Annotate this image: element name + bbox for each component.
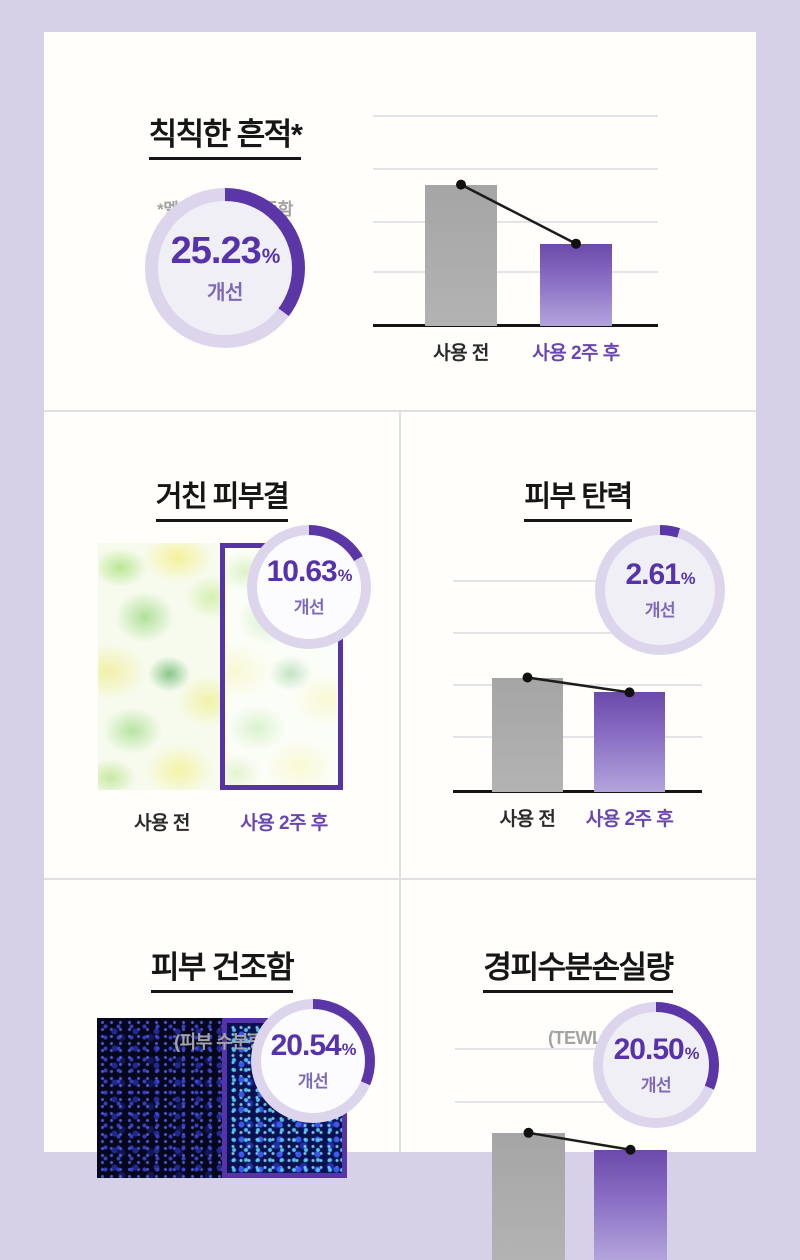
chart-baseline [453,790,702,793]
improvement-value: 2.61% [625,557,695,591]
x-label-after: 사용 2주 후 [532,343,620,364]
donut-inner: 20.50% 개선 [603,1012,709,1118]
improvement-label: 개선 [640,1075,672,1095]
section-title-elasticity: 피부 탄력 [524,481,633,522]
x-label-before: 사용 전 [433,343,489,364]
section-title-tewl: 경피수분손실량 [483,950,674,993]
improvement-value: 10.63% [266,554,353,588]
improvement-value: 20.54% [270,1028,357,1062]
column-divider [399,878,401,1152]
donut-inner: 20.54% 개선 [261,1009,365,1113]
donut-inner: 2.61% 개선 [605,535,715,645]
improvement-donut-rough-texture: 10.63% 개선 [247,525,371,649]
bar-chart-melanin: 사용 전 사용 2주 후 [373,115,658,364]
section-subtitle-tewl: (TEWL) [548,1027,608,1048]
bar-before [492,1132,565,1260]
bar-before [492,677,563,792]
chart-gridline [455,1048,700,1050]
improvement-label: 개선 [207,281,243,304]
bar-after [594,692,665,792]
section-rough-texture-header: 거친 피부결 [102,458,342,546]
donut-inner: 25.23% 개선 [158,201,292,335]
column-divider [399,410,401,878]
chart-gridline [373,115,658,117]
improvement-donut-dryness: 20.54% 개선 [251,999,375,1123]
donut-inner: 10.63% 개선 [257,535,361,639]
chart-gridline [453,631,702,634]
improvement-donut-tewl: 20.50% 개선 [593,1002,719,1128]
improvement-value: 20.50% [613,1032,700,1066]
x-label-before: 사용 전 [499,809,556,830]
bar-after [594,1149,667,1260]
improvement-label: 개선 [297,1071,329,1091]
section-dryness-header: 피부 건조함 (피부 수분량) [82,925,362,1054]
section-title-dull-marks: 칙칙한 흔적* [148,117,303,160]
results-card: 칙칙한 흔적* *멜라닌 지수를 뜻함 25.23% 개선 사용 전사용 2주 … [44,32,756,1260]
chart-gridline [453,683,702,686]
chart-gridline [455,1101,700,1103]
improvement-donut-dull-marks: 25.23% 개선 [145,188,305,348]
bar-chart-elasticity: 사용 전 사용 2주 후 [453,580,702,830]
chart-gridline [453,736,702,739]
improvement-value: 25.23% [170,229,281,272]
chart-gridline [373,167,658,170]
before-label: 사용 전 [134,813,190,834]
section-subtitle-dryness: (피부 수분량) [174,1031,270,1052]
improvement-label: 개선 [644,600,676,620]
section-title-rough-texture: 거친 피부결 [155,481,290,522]
x-label-after: 사용 2주 후 [585,809,674,830]
chart-baseline [373,324,658,327]
chart-gridline [373,220,658,223]
chart-gridline [373,271,658,274]
chart-gridline [453,580,702,582]
bar-before [425,184,497,326]
section-tewl-header: 경피수분손실량 (TEWL) [438,925,718,1049]
after-label: 사용 2주 후 [240,813,328,834]
section-title-dryness: 피부 건조함 [150,950,295,993]
bar-after [540,243,612,326]
section-elasticity-header: 피부 탄력 [458,458,698,546]
texture-before-image [98,543,221,790]
improvement-label: 개선 [293,597,325,617]
improvement-donut-elasticity: 2.61% 개선 [595,525,725,655]
